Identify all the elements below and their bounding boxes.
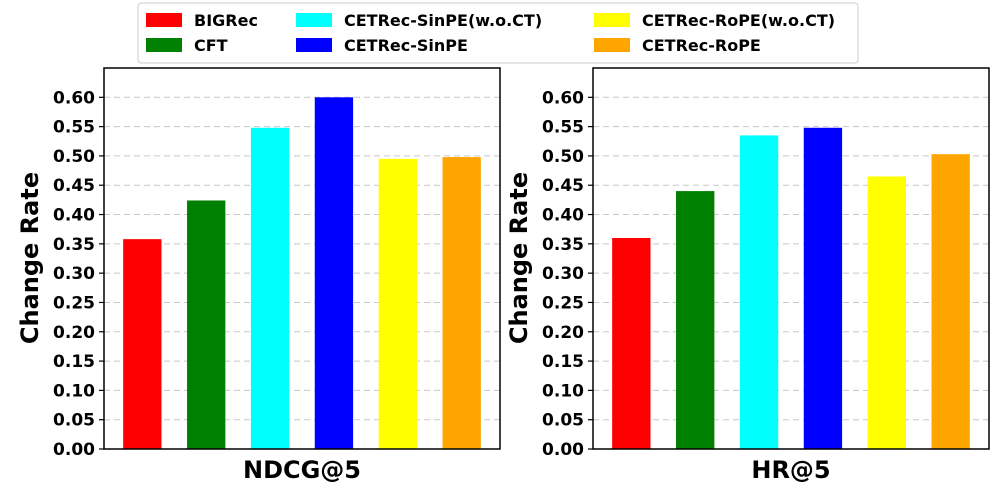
plot-frame	[592, 67, 990, 450]
y-tick-label: 0.20	[53, 323, 95, 343]
legend-swatch	[296, 38, 332, 52]
y-tick-label: 0.00	[542, 440, 584, 460]
chart-panel-hr: 0.00 0.05 0.10 0.15 0.20 0.25 0.30 0.35 0.40 0.45…	[505, 67, 990, 484]
legend-label: CETRec-RoPE	[642, 36, 761, 55]
legend-label: BIGRec	[194, 11, 258, 30]
bar-cft	[676, 191, 715, 450]
legend-label: CFT	[194, 36, 228, 55]
chart-panel-ndcg: 0.00 0.05 0.10 0.15 0.20 0.25 0.30 0.35 0.40 0.45…	[16, 67, 501, 484]
bar-cetrec-sinpe	[314, 97, 354, 450]
x-axis-label: HR@5	[751, 456, 830, 484]
y-tick-label: 0.60	[53, 88, 95, 108]
bar-bigrec	[612, 237, 651, 449]
y-tick-label: 0.00	[53, 440, 95, 460]
plot-area	[104, 68, 500, 449]
legend-swatch	[146, 13, 182, 27]
y-tick-label: 0.25	[53, 293, 95, 313]
bar-cetrec-rope-w-o-ct-	[867, 176, 906, 449]
y-tick-label: 0.55	[542, 118, 584, 138]
plot-frame	[103, 67, 501, 450]
y-axis-label: Change Rate	[505, 172, 533, 344]
y-tick-label: 0.30	[53, 264, 95, 284]
y-tick-label: 0.25	[542, 293, 584, 313]
y-tick-label: 0.10	[542, 381, 584, 401]
y-tick-label: 0.30	[542, 264, 584, 284]
bar-cetrec-sinpe-w-o-ct-	[250, 127, 290, 449]
bar-cetrec-sinpe	[803, 127, 843, 449]
bars	[612, 127, 970, 450]
y-tick-label: 0.15	[542, 352, 584, 372]
legend: BIGRec CFT CETRec-SinPE(w.o.CT) CETRec-SinP…	[137, 2, 859, 64]
plot-area	[593, 68, 989, 449]
y-axis-label: Change Rate	[16, 172, 44, 344]
y-axis-ticks: 0.00 0.05 0.10 0.15 0.20 0.25 0.30 0.35 0.40 0.45…	[53, 88, 104, 460]
y-tick-label: 0.35	[53, 235, 95, 255]
y-tick-label: 0.50	[542, 147, 584, 167]
y-tick-label: 0.05	[53, 411, 95, 431]
bar-cetrec-rope-w-o-ct-	[378, 158, 417, 449]
legend-swatch	[146, 38, 182, 52]
y-axis-ticks: 0.00 0.05 0.10 0.15 0.20 0.25 0.30 0.35 0.40 0.45…	[542, 88, 593, 460]
bar-cetrec-rope	[931, 154, 970, 449]
x-axis-label: NDCG@5	[243, 456, 361, 484]
y-tick-label: 0.20	[542, 323, 584, 343]
bars	[123, 97, 481, 450]
bar-bigrec	[123, 239, 162, 449]
y-tick-label: 0.45	[542, 176, 584, 196]
legend-label: CETRec-SinPE	[344, 36, 468, 55]
y-tick-label: 0.60	[542, 88, 584, 108]
legend-swatch	[594, 13, 630, 27]
y-tick-label: 0.05	[542, 411, 584, 431]
y-tick-label: 0.35	[542, 235, 584, 255]
y-tick-label: 0.15	[53, 352, 95, 372]
gridlines	[593, 96, 989, 421]
y-tick-label: 0.40	[542, 206, 584, 226]
y-tick-label: 0.50	[53, 147, 95, 167]
legend-label: CETRec-RoPE(w.o.CT)	[642, 11, 835, 30]
gridlines	[104, 96, 500, 421]
legend-label: CETRec-SinPE(w.o.CT)	[344, 11, 542, 30]
bar-cetrec-sinpe-w-o-ct-	[739, 135, 779, 449]
y-tick-label: 0.45	[53, 176, 95, 196]
y-tick-label: 0.55	[53, 118, 95, 138]
bar-cft	[187, 200, 226, 449]
y-tick-label: 0.10	[53, 381, 95, 401]
bar-cetrec-rope	[442, 157, 481, 449]
y-tick-label: 0.40	[53, 206, 95, 226]
legend-swatch	[296, 13, 332, 27]
legend-swatch	[594, 38, 630, 52]
